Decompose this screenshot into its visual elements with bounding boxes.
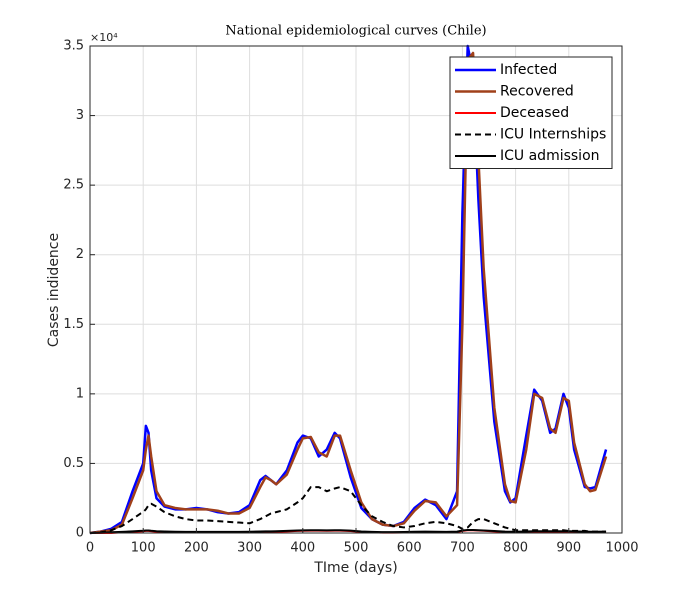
y-tick-label: 2.5 <box>63 178 84 193</box>
x-tick-label: 800 <box>503 541 528 556</box>
x-tick-label: 200 <box>184 541 209 556</box>
legend-label: ICU Internships <box>500 127 606 143</box>
x-tick-label: 1000 <box>605 541 638 556</box>
y-axis-label: Cases indidence <box>46 233 62 347</box>
y-tick-label: 0.5 <box>63 456 84 471</box>
ticks: 0 100 200 300 400 500 600 700 800 900 1000 0 0.5 1 1.5… <box>63 39 638 556</box>
y-tick-label: 0 <box>76 526 84 541</box>
legend-label: Recovered <box>500 84 574 100</box>
lines <box>89 44 608 535</box>
x-tick-label: 700 <box>450 541 475 556</box>
y-tick-label: 1 <box>76 386 84 401</box>
series-line <box>89 486 607 534</box>
legend-label: Infected <box>500 62 557 78</box>
x-tick-label: 600 <box>397 541 422 556</box>
legend: Infected Recovered Deceased ICU Internships… <box>449 56 613 169</box>
x-tick-label: 500 <box>344 541 369 556</box>
x-tick-label: 300 <box>237 541 262 556</box>
y-exponent: ×10⁴ <box>90 31 118 44</box>
y-tick-label: 3.5 <box>63 39 84 54</box>
x-tick-label: 100 <box>131 541 156 556</box>
x-tick-label: 400 <box>290 541 315 556</box>
chart-title: National epidemiological curves (Chile) <box>225 24 486 39</box>
x-axis-label: TIme (days) <box>313 560 397 576</box>
series-line <box>89 51 608 535</box>
y-tick-label: 3 <box>76 108 84 123</box>
y-tick-label: 1.5 <box>63 317 84 332</box>
x-tick-label: 0 <box>86 541 94 556</box>
legend-label: Deceased <box>500 105 569 121</box>
y-tick-label: 2 <box>76 247 84 262</box>
series-line <box>89 44 608 535</box>
series-line <box>89 528 607 534</box>
x-tick-label: 900 <box>556 541 581 556</box>
legend-label: ICU admission <box>500 148 600 164</box>
